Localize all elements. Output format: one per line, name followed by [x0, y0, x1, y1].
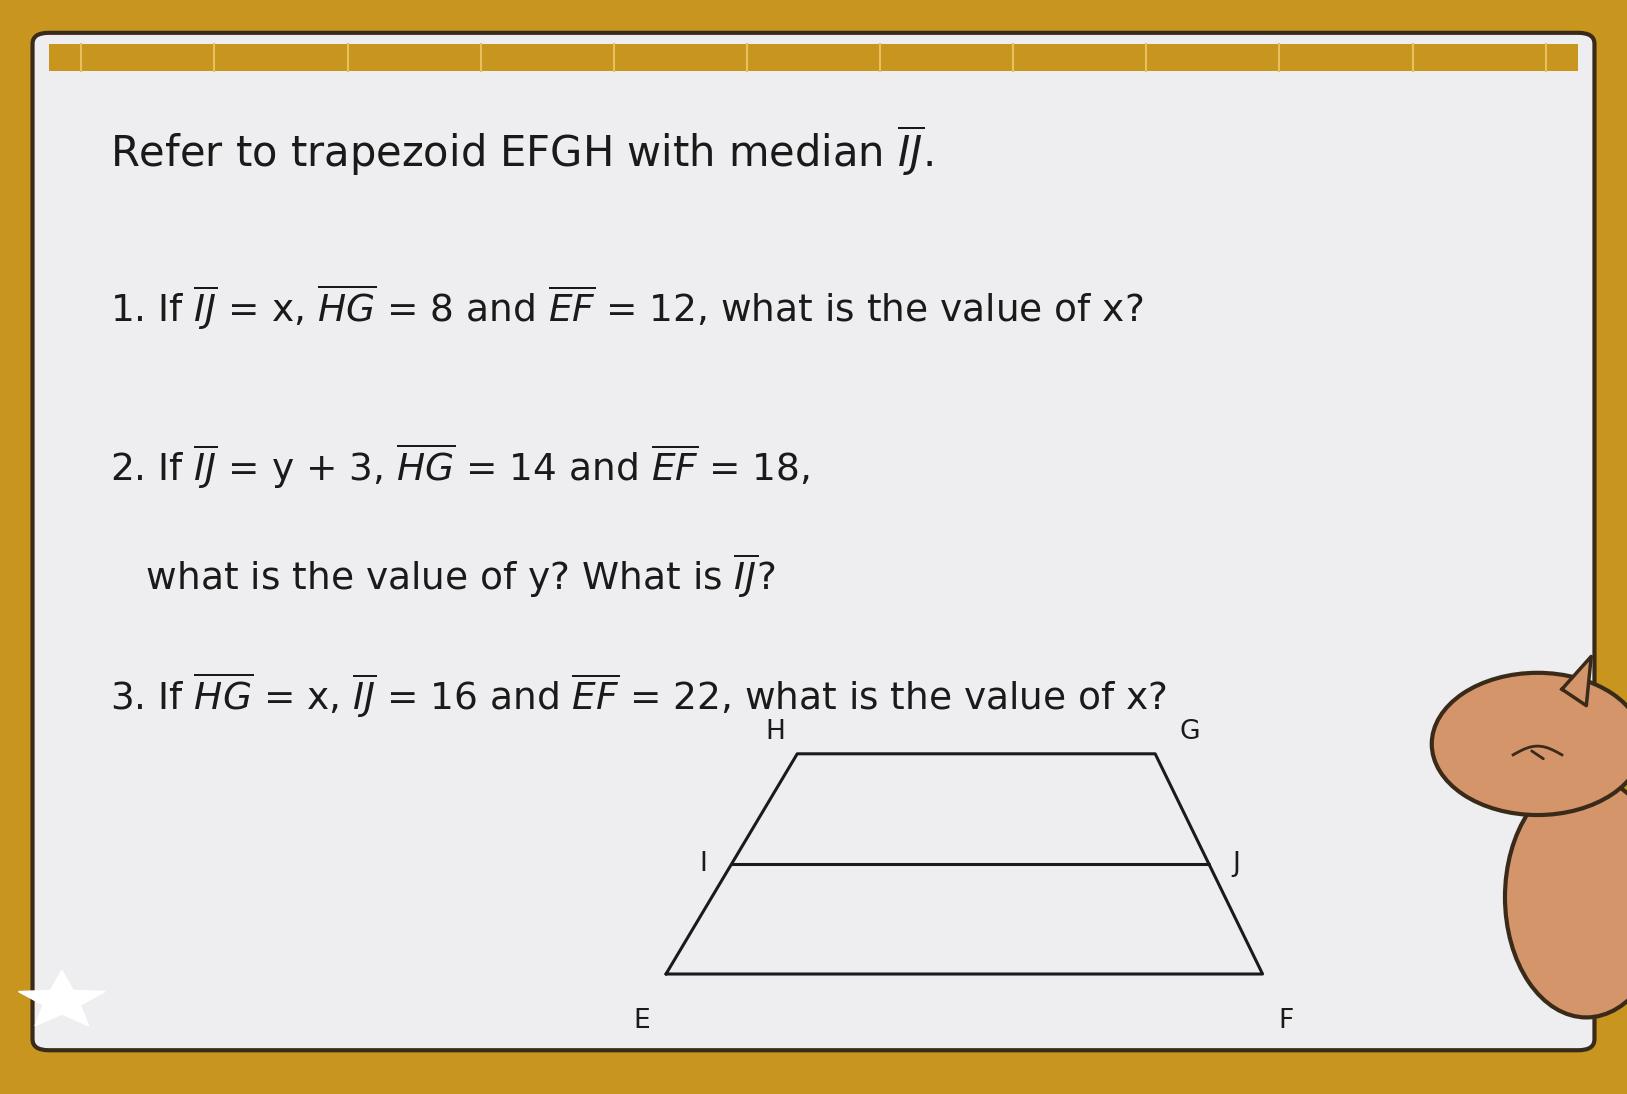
Text: F: F: [1279, 1008, 1293, 1034]
Polygon shape: [18, 970, 106, 1026]
Text: 1. If $\overline{\mathit{IJ}}$ = x, $\overline{\mathit{HG}}$ = 8 and $\overline{: 1. If $\overline{\mathit{IJ}}$ = x, $\ov…: [111, 282, 1144, 333]
Text: Refer to trapezoid EFGH with median $\overline{\mathit{IJ}}$.: Refer to trapezoid EFGH with median $\ov…: [111, 124, 932, 178]
Ellipse shape: [1505, 777, 1627, 1017]
Bar: [49, 44, 1578, 71]
Text: 3. If $\overline{\mathit{HG}}$ = x, $\overline{\mathit{IJ}}$ = 16 and $\overline: 3. If $\overline{\mathit{HG}}$ = x, $\ov…: [111, 671, 1167, 720]
Text: H: H: [765, 720, 786, 745]
Polygon shape: [1562, 656, 1591, 706]
Circle shape: [1432, 673, 1627, 815]
Text: 2. If $\overline{\mathit{IJ}}$ = y + 3, $\overline{\mathit{HG}}$ = 14 and $\over: 2. If $\overline{\mathit{IJ}}$ = y + 3, …: [111, 442, 810, 491]
Text: G: G: [1180, 720, 1199, 745]
Text: E: E: [635, 1008, 651, 1034]
FancyBboxPatch shape: [33, 33, 1594, 1050]
Text: what is the value of y? What is $\overline{\mathit{IJ}}$?: what is the value of y? What is $\overli…: [111, 551, 774, 600]
Text: J: J: [1233, 851, 1241, 877]
Text: I: I: [700, 851, 708, 877]
